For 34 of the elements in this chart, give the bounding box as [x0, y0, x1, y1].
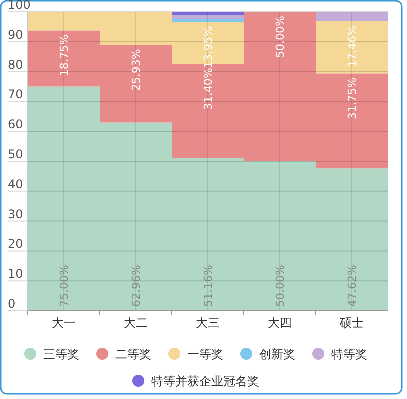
legend-label: 特等奖 [332, 348, 368, 362]
data-label: 31.40% [202, 68, 215, 110]
y-tick-label: 0 [8, 297, 16, 311]
legend-label: 二等奖 [116, 348, 152, 362]
y-tick-label: 90 [8, 28, 24, 42]
x-tick-label: 大四 [268, 316, 292, 330]
y-tick-label: 10 [8, 267, 24, 282]
data-label: 51.16% [202, 265, 215, 307]
y-tick-label: 30 [8, 207, 24, 222]
legend-label: 特等并获企业冠名奖 [152, 374, 260, 388]
data-label: 31.75% [346, 78, 359, 120]
legend-label: 一等奖 [188, 348, 224, 362]
data-label: 62.96% [130, 265, 143, 307]
y-tick-label: 70 [8, 88, 24, 102]
y-tick-label: 100 [8, 0, 31, 12]
data-label: 13.95% [202, 26, 215, 68]
legend-label: 创新奖 [260, 348, 296, 362]
legend-label: 三等奖 [44, 348, 80, 362]
data-label: 25.93% [130, 49, 143, 92]
x-tick-label: 大一 [52, 316, 76, 330]
data-label: 47.62% [346, 265, 359, 307]
x-tick-label: 硕士 [339, 316, 364, 330]
y-tick-label: 40 [8, 177, 24, 192]
data-label: 17.46% [346, 25, 359, 68]
y-tick-label: 60 [8, 118, 24, 132]
data-label: 18.75% [58, 34, 71, 77]
y-tick-label: 80 [8, 58, 24, 72]
x-tick-label: 大二 [124, 316, 148, 330]
y-tick-label: 20 [8, 237, 24, 252]
y-tick-label: 50 [8, 148, 24, 162]
data-label: 50.00% [274, 16, 287, 58]
x-tick-label: 大三 [196, 316, 220, 330]
data-label: 75.00% [58, 265, 71, 307]
data-label: 50.00% [274, 265, 287, 307]
